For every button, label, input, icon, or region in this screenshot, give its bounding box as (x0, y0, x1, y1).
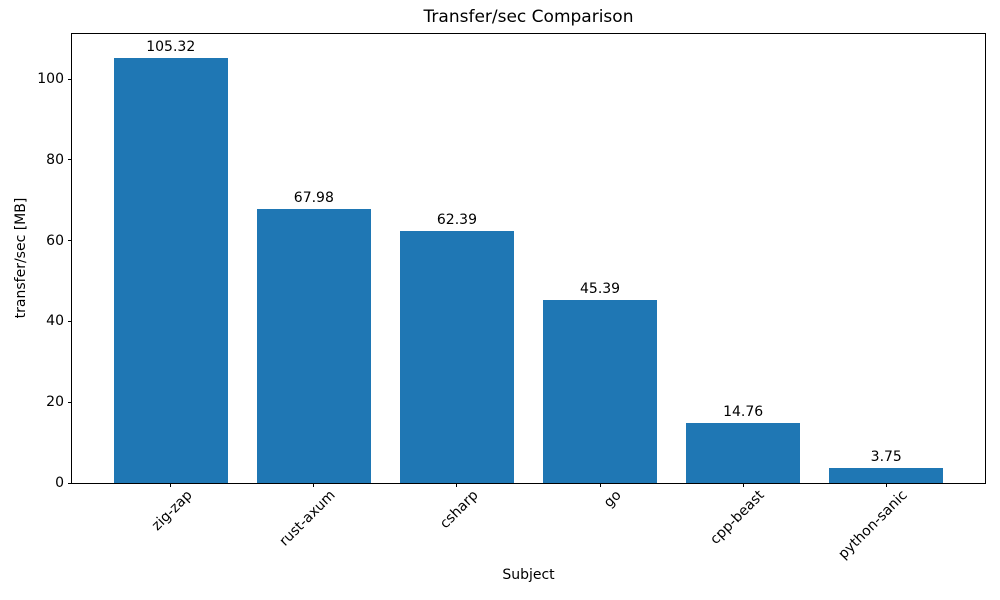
x-axis-label: Subject (502, 567, 555, 583)
x-tick-label: go (600, 487, 625, 511)
x-tick-mark (742, 483, 744, 487)
x-tick-mark (170, 483, 172, 487)
chart-title: Transfer/sec Comparison (423, 7, 634, 27)
bar-cpp-beast (685, 423, 801, 483)
x-tick-label: cpp-beast (707, 487, 768, 548)
y-tick-mark (68, 320, 72, 322)
x-tick-label: rust-axum (276, 487, 339, 550)
bar-rust-axum (256, 208, 372, 483)
bar-value-label: 14.76 (723, 404, 764, 421)
x-tick-mark (885, 483, 887, 487)
plot-area: 0 20 40 60 80 100 105.32 zig-zap 67.98 rust-axum 6… (37, 33, 986, 563)
y-axis-label: transfer/sec [MB] (13, 197, 29, 319)
bar-value-label: 67.98 (293, 189, 334, 206)
x-tick-mark (599, 483, 601, 487)
bar-value-label: 105.32 (146, 38, 196, 55)
x-tick-label: csharp (436, 487, 482, 532)
y-tick-label: 80 (46, 151, 64, 168)
y-tick-label: 20 (46, 394, 64, 411)
y-tick-label: 100 (37, 71, 64, 88)
y-tick-mark (68, 159, 72, 161)
x-tick-mark (456, 483, 458, 487)
x-tick-label: python-sanic (835, 487, 911, 563)
bar-value-label: 3.75 (870, 448, 902, 465)
bar-go (542, 299, 658, 483)
x-tick-mark (313, 483, 315, 487)
y-tick-mark (68, 240, 72, 242)
y-tick-label: 0 (55, 475, 64, 491)
y-tick-label: 60 (46, 232, 64, 249)
y-tick-mark (68, 401, 72, 403)
y-tick-mark (68, 482, 72, 484)
bar-csharp (399, 231, 515, 483)
y-tick-label: 40 (46, 313, 64, 330)
bar-python-sanic (829, 467, 944, 483)
bar-value-label: 62.39 (436, 212, 477, 229)
bar-zig-zap (113, 57, 228, 483)
bar-value-label: 45.39 (580, 280, 621, 297)
y-tick-mark (68, 78, 72, 80)
x-tick-label: zig-zap (148, 487, 196, 534)
